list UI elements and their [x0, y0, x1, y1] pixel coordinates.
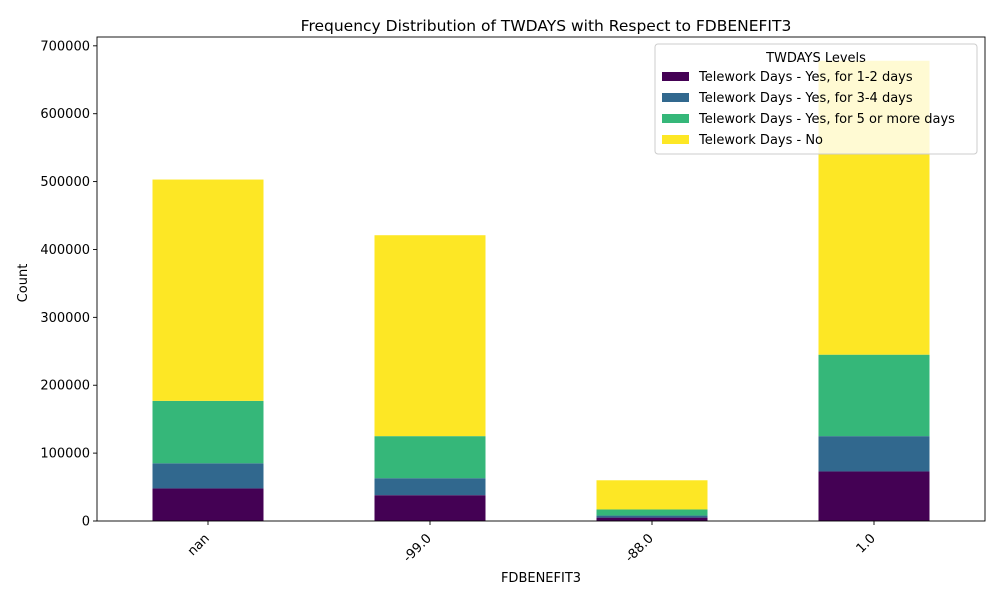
y-tick-label: 200000 — [40, 379, 90, 394]
legend-entry-label: Telework Days - Yes, for 5 or more days — [698, 112, 955, 127]
y-tick-label: 100000 — [40, 447, 90, 462]
bar-segment--88.0-series-4 — [596, 480, 708, 510]
bar-segment-1.0-series-1 — [818, 471, 930, 521]
bar-segment-1.0-series-2 — [818, 436, 930, 472]
bar-segment--88.0-series-2 — [596, 515, 708, 518]
legend-entry-label: Telework Days - Yes, for 3-4 days — [698, 91, 913, 106]
y-tick-label: 400000 — [40, 243, 90, 258]
legend-swatch — [662, 114, 689, 123]
bar-segment-nan-series-1 — [152, 488, 264, 521]
x-tick-label: -88.0 — [622, 531, 656, 565]
legend-swatch — [662, 93, 689, 102]
legend-swatch — [662, 72, 689, 81]
y-tick-label: 600000 — [40, 107, 90, 122]
chart-title: Frequency Distribution of TWDAYS with Re… — [301, 17, 792, 35]
bar-segment--88.0-series-1 — [596, 517, 708, 521]
bar-segment--99.0-series-4 — [374, 235, 486, 437]
bar-segment--99.0-series-3 — [374, 436, 486, 479]
y-axis-label: Count — [16, 264, 31, 303]
x-tick-label: 1.0 — [854, 531, 879, 556]
legend-entry-label: Telework Days - Yes, for 1-2 days — [698, 70, 913, 85]
plot-frame — [96, 36, 986, 522]
x-axis: nan -99.0 -88.0 1.0 — [185, 521, 879, 566]
y-axis: 0 100000 200000 300000 400000 500000 600000 700… — [40, 39, 97, 530]
legend-box — [654, 43, 978, 155]
bar-segment-nan-series-4 — [152, 179, 264, 401]
y-tick-label: 700000 — [40, 39, 90, 54]
bar-segment-nan-series-3 — [152, 400, 264, 464]
legend-title: TWDAYS Levels — [765, 51, 866, 66]
x-tick-label: -99.0 — [400, 531, 434, 565]
y-tick-label: 500000 — [40, 175, 90, 190]
x-axis-label: FDBENEFIT3 — [501, 571, 581, 586]
bar-segment-nan-series-2 — [152, 463, 264, 489]
legend-entry-label: Telework Days - No — [698, 133, 823, 148]
y-tick-label: 0 — [82, 515, 90, 530]
bar-segment--99.0-series-2 — [374, 478, 486, 496]
bar-segment-1.0-series-3 — [818, 354, 930, 437]
bar-segment--99.0-series-1 — [374, 495, 486, 521]
y-tick-label: 300000 — [40, 311, 90, 326]
bar-segment--88.0-series-3 — [596, 509, 708, 516]
legend: TWDAYS Levels Telework Days - Yes, for 1-… — [654, 43, 978, 155]
legend-swatch — [662, 135, 689, 144]
x-tick-label: nan — [185, 531, 213, 559]
